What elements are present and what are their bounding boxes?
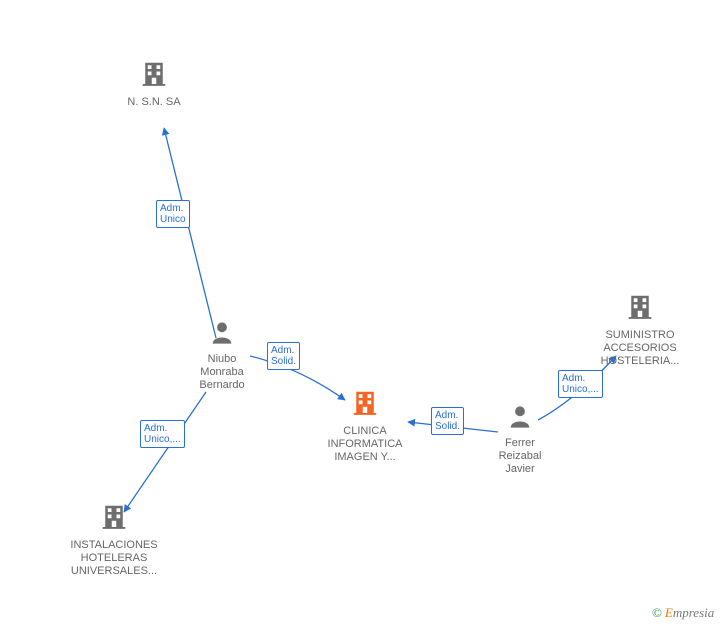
edge-label-e5[interactable]: Adm. Unico,... <box>558 370 603 398</box>
node-ferrer[interactable]: Ferrer Reizabal Javier <box>465 402 575 476</box>
watermark: ©Empresia <box>652 605 714 621</box>
person-icon <box>465 402 575 435</box>
building-icon <box>59 502 169 537</box>
building-icon <box>310 388 420 423</box>
watermark-text: mpresia <box>673 605 714 620</box>
node-suministro[interactable]: SUMINISTRO ACCESORIOS HOSTELERIA... <box>585 292 695 368</box>
edge-e2 <box>124 392 206 512</box>
node-label: N. S.N. SA <box>99 96 209 109</box>
edge-label-e3[interactable]: Adm. Solid. <box>267 342 300 370</box>
edge-e1 <box>164 128 216 338</box>
node-n_sn_sa[interactable]: N. S.N. SA <box>99 59 209 109</box>
node-label: Ferrer Reizabal Javier <box>465 437 575 476</box>
edge-label-e4[interactable]: Adm. Solid. <box>431 407 464 435</box>
copyright-symbol: © <box>652 605 662 620</box>
edge-label-e1[interactable]: Adm. Unico <box>156 200 190 228</box>
node-instalaciones[interactable]: INSTALACIONES HOTELERAS UNIVERSALES... <box>59 502 169 578</box>
building-icon <box>99 59 209 94</box>
watermark-accent: E <box>665 605 673 620</box>
building-icon <box>585 292 695 327</box>
node-niubo[interactable]: Niubo Monraba Bernardo <box>167 318 277 392</box>
node-label: INSTALACIONES HOTELERAS UNIVERSALES... <box>59 539 169 578</box>
person-icon <box>167 318 277 351</box>
node-label: Niubo Monraba Bernardo <box>167 353 277 392</box>
node-label: SUMINISTRO ACCESORIOS HOSTELERIA... <box>585 329 695 368</box>
edge-label-e2[interactable]: Adm. Unico,... <box>140 420 185 448</box>
node-label: CLINICA INFORMATICA IMAGEN Y... <box>310 425 420 464</box>
node-clinica[interactable]: CLINICA INFORMATICA IMAGEN Y... <box>310 388 420 464</box>
